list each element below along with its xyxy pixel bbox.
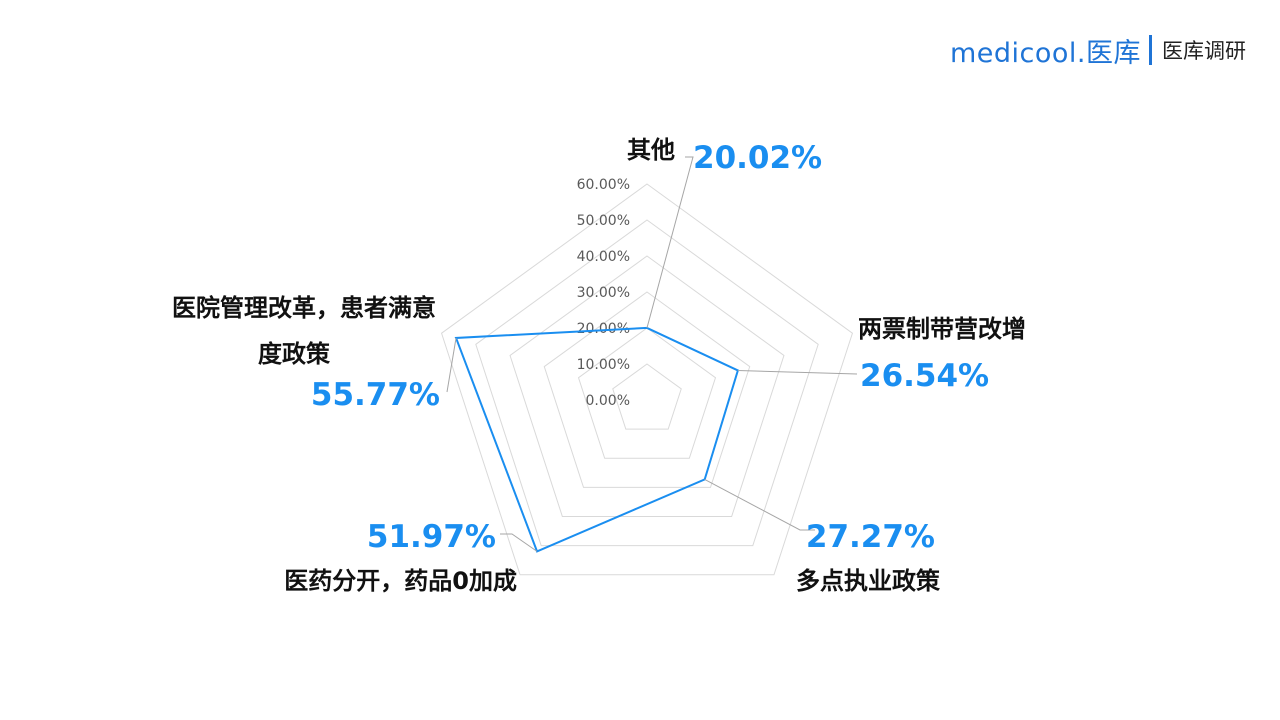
leader-line [737,369,858,375]
grid-ring [543,291,751,488]
value-label: 51.97% [367,519,496,555]
tick-label: 40.00% [577,249,630,265]
brand-logo: medicool.医库 [949,37,1141,69]
category-label: 医院管理改革，患者满意 [172,294,436,322]
leader-line [446,337,457,393]
grid-ring [440,183,854,576]
grid-ring [475,219,819,547]
brand-divider [1149,35,1152,65]
category-label: 其他 [627,136,675,164]
tick-label: 0.00% [586,393,630,409]
value-label: 20.02% [693,140,822,176]
category-label: 两票制带营改增 [858,315,1026,343]
brand-subtitle: 医库调研 [1162,39,1246,63]
tick-label: 10.00% [577,357,630,373]
tick-label: 50.00% [577,213,630,229]
grid-ring [612,363,682,430]
leader-line [704,478,815,531]
category-label: 度政策 [258,340,331,368]
tick-label: 20.00% [577,321,630,337]
value-label: 55.77% [311,377,440,413]
category-label: 医药分开，药品0加成 [284,567,517,595]
tick-label: 30.00% [577,285,630,301]
tick-label: 60.00% [577,177,630,193]
series-line [454,326,740,553]
value-label: 26.54% [860,358,989,394]
value-label: 27.27% [806,519,935,555]
leader-line [500,533,538,552]
brand-header: medicool.医库 医库调研 [950,30,1246,70]
category-label: 多点执业政策 [796,567,941,595]
leader-line [646,156,694,329]
grid-ring [509,255,785,517]
grid-ring [577,327,717,459]
